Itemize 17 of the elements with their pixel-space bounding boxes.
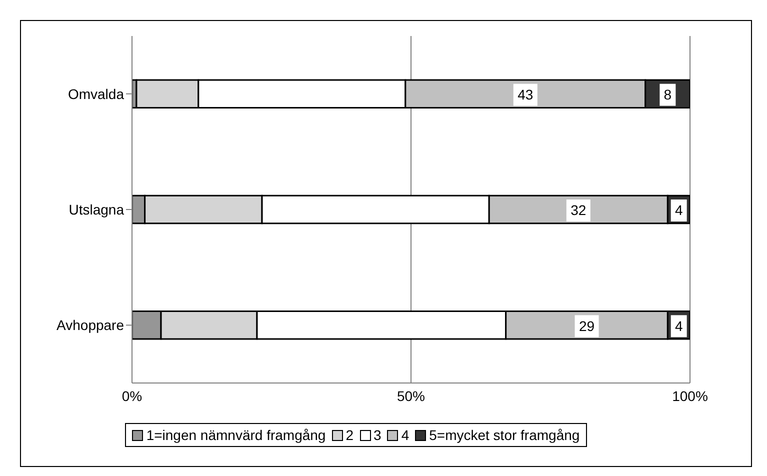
data-label: 29 [578, 318, 595, 334]
x-tick-label: 0% [122, 388, 142, 404]
y-tick-label: Avhoppare [56, 317, 124, 334]
data-label: 43 [518, 86, 534, 103]
legend-label: 5=mycket stor framgång [429, 427, 580, 443]
data-label: 4 [674, 318, 683, 334]
legend-label: 2 [346, 427, 354, 443]
data-label: 32 [570, 202, 586, 218]
x-tick-label: 50% [396, 388, 426, 404]
data-label: 8 [664, 86, 672, 103]
y-tick-label: Utslagna [68, 201, 124, 218]
data-label: 4 [674, 202, 683, 218]
legend-label: 1=ingen nämnvärd framgång [146, 427, 326, 443]
legend-label: 3 [374, 427, 382, 443]
y-tick-label: Omvalda [68, 86, 124, 102]
x-tick-label: 100% [672, 388, 708, 404]
legend-label: 4 [401, 427, 410, 443]
